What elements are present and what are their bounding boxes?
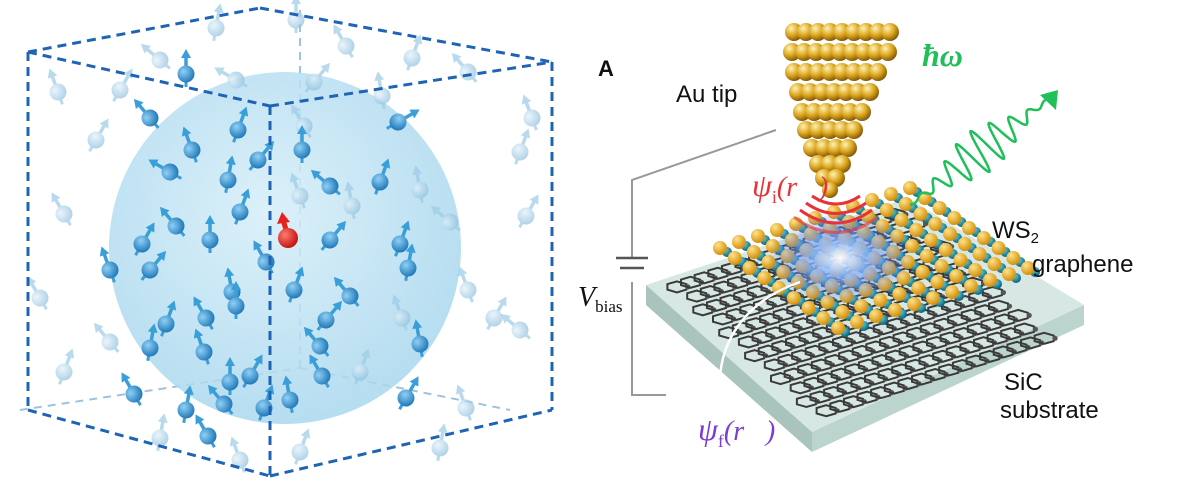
vbias-label: Vbias	[578, 282, 623, 316]
bias-circuit	[616, 129, 777, 396]
tip-label: Au tip	[676, 81, 737, 108]
psi-f-pointer	[718, 280, 801, 396]
graphene-label: graphene	[1032, 251, 1133, 278]
interaction-sphere	[109, 72, 461, 424]
sic-label: SiC	[1004, 369, 1043, 396]
psi-i-label: ψi(r⃗)	[752, 167, 828, 207]
au-tip	[783, 23, 899, 198]
spin-particles	[27, 0, 541, 473]
tunneling-arcs	[793, 194, 879, 234]
ws2-label: WS2	[992, 217, 1039, 247]
photon-emission	[909, 90, 1058, 207]
right-stm-panel: A Au tip Vbias	[578, 23, 1133, 452]
central-spin	[277, 212, 298, 248]
psi-f-label: ψf(r⃗)	[698, 411, 775, 451]
box-front-edges	[26, 6, 554, 478]
substrate-label: substrate	[1000, 397, 1099, 424]
wavefunction-glow	[768, 212, 912, 304]
photon-label: ħω	[922, 37, 963, 73]
panel-letter: A	[598, 56, 614, 81]
left-spin-ensemble-panel	[19, 0, 554, 478]
